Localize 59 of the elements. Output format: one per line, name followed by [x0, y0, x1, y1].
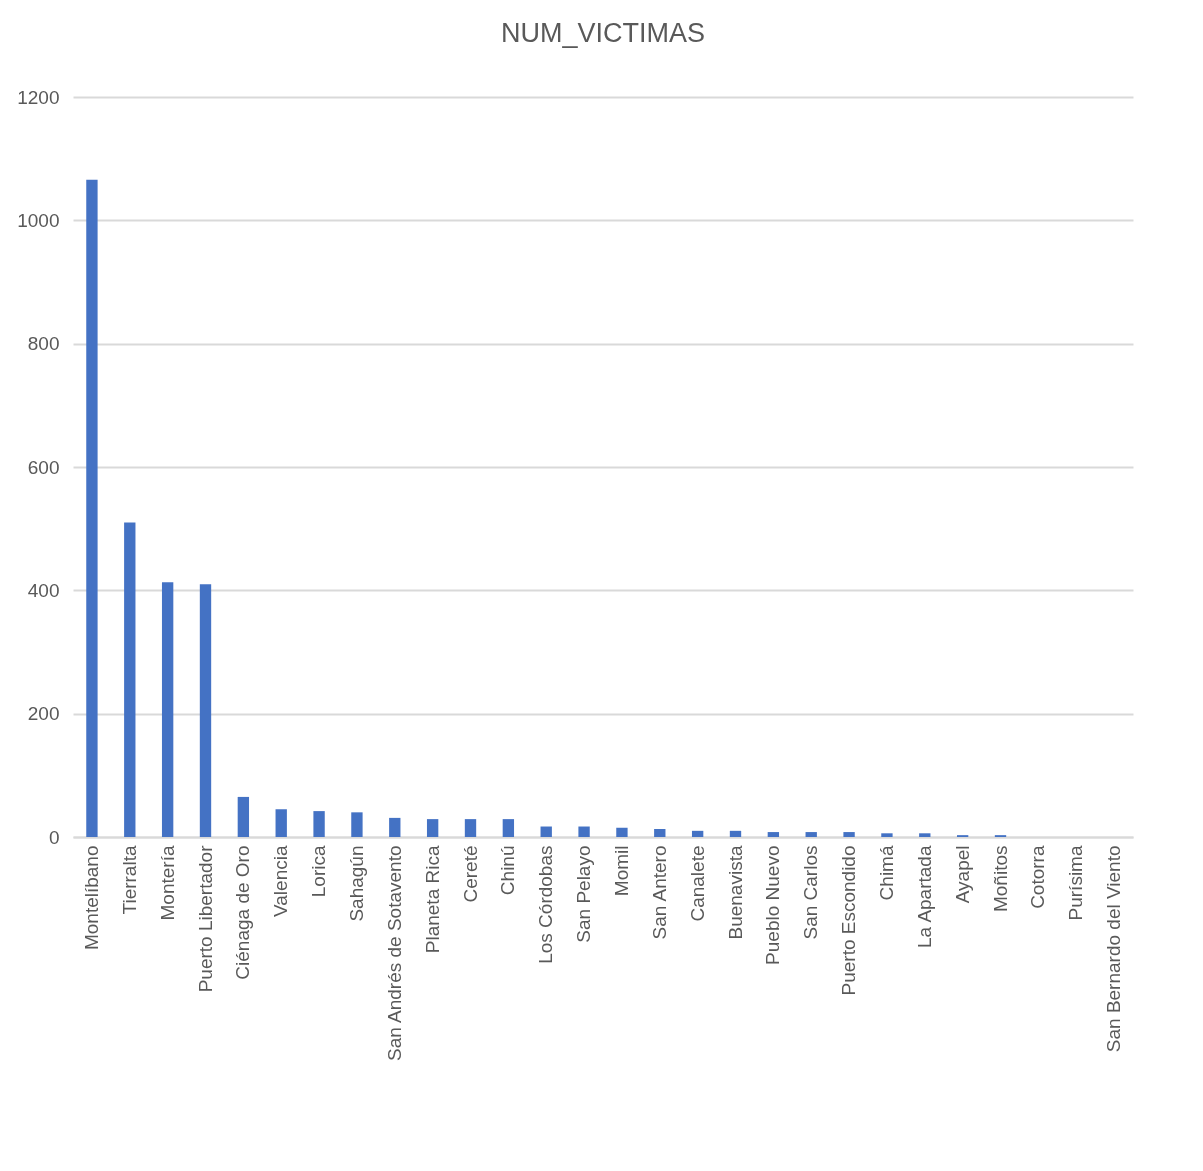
- bar: [654, 828, 666, 837]
- bar: [729, 830, 742, 837]
- bar: [616, 827, 628, 837]
- chart-title: NUM_VICTIMAS: [500, 18, 706, 48]
- y-tick-label: 800: [27, 333, 60, 355]
- y-tick-label: 200: [27, 703, 60, 725]
- x-tick-label: San Carlos: [800, 845, 822, 940]
- x-tick-label: Pueblo Nuevo: [762, 845, 784, 965]
- y-tick-label: 0: [48, 826, 60, 848]
- bar: [426, 819, 439, 837]
- x-tick-label: Valencia: [270, 845, 292, 917]
- x-tick-label: Cereté: [459, 845, 481, 903]
- x-tick-label: Montería: [156, 845, 178, 921]
- x-tick-label: Chimá: [875, 845, 897, 901]
- y-tick-label: 1000: [17, 209, 60, 231]
- x-tick-label: Tierralta: [118, 845, 140, 915]
- bar: [919, 833, 931, 837]
- bar: [275, 809, 287, 837]
- bar: [805, 832, 817, 837]
- x-tick-label: Lorica: [308, 845, 330, 898]
- bar: [313, 811, 325, 837]
- bar: [389, 817, 401, 837]
- x-tick-label: Ayapel: [951, 845, 973, 904]
- x-tick-label: Sahagún: [345, 845, 367, 922]
- y-tick-label: 600: [27, 456, 60, 478]
- bar: [161, 582, 174, 837]
- bar: [540, 826, 552, 837]
- x-tick-label: San Bernardo del Viento: [1103, 845, 1125, 1053]
- bar: [464, 819, 477, 837]
- x-tick-label: Planeta Rica: [421, 845, 443, 954]
- x-tick-label: Los Córdobas: [535, 845, 557, 964]
- bar: [767, 832, 780, 837]
- bar: [691, 830, 704, 837]
- x-tick-label: Moñitos: [989, 845, 1011, 913]
- bar: [881, 833, 893, 837]
- bar: [843, 832, 855, 837]
- x-tick-label: Momil: [610, 845, 632, 897]
- x-tick-label: Montelíbano: [80, 845, 102, 951]
- bar: [199, 584, 212, 837]
- y-tick-label: 1200: [17, 86, 60, 108]
- bar: [351, 812, 363, 837]
- bar: [237, 796, 250, 837]
- x-tick-label: Puerto Libertador: [194, 844, 216, 993]
- bar: [578, 826, 590, 837]
- x-tick-label: Buenavista: [724, 845, 746, 940]
- x-tick-label: San Andrés de Sotavento: [383, 845, 405, 1061]
- x-tick-label: Chinú: [497, 845, 519, 896]
- x-tick-label: Purísima: [1065, 845, 1087, 921]
- x-tick-label: Cotorra: [1027, 845, 1049, 909]
- x-tick-label: La Apartada: [913, 845, 935, 948]
- x-tick-label: San Pelayo: [573, 845, 595, 943]
- x-tick-label: Canalete: [686, 845, 708, 922]
- y-tick-label: 400: [27, 579, 60, 601]
- x-tick-label: San Antero: [648, 845, 670, 940]
- x-tick-label: Puerto Escondido: [838, 845, 860, 996]
- bar: [124, 522, 136, 837]
- x-tick-label: Ciénaga de Oro: [232, 845, 254, 980]
- bar: [86, 179, 98, 837]
- bar: [502, 819, 515, 837]
